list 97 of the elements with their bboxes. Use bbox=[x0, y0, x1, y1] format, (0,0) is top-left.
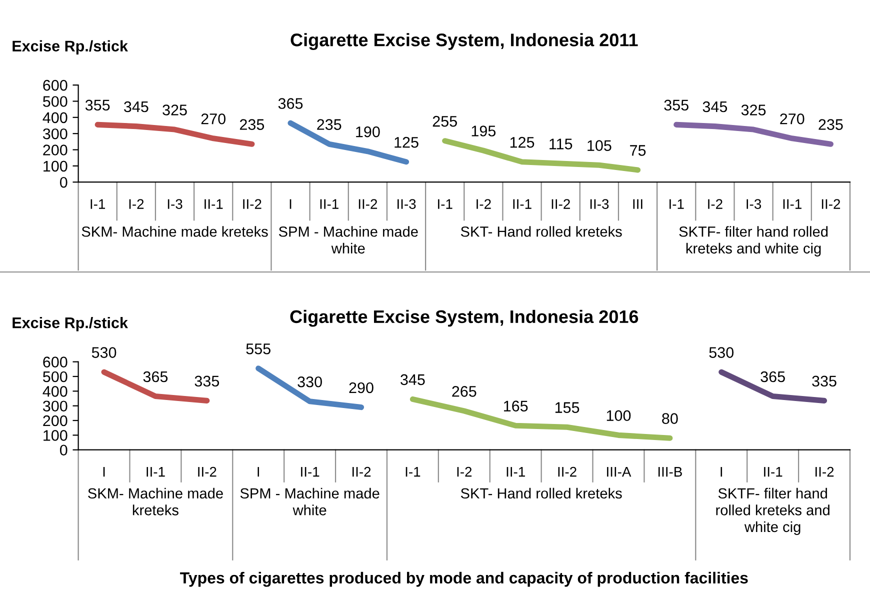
text: SKTF- filter hand rolled kreteks and white cig bbox=[716, 488, 830, 535]
x-tick-label: II-2 bbox=[358, 199, 378, 209]
x-tick-label: I bbox=[290, 199, 292, 209]
x-tick-label: II-1 bbox=[513, 199, 532, 209]
data-label: 270 bbox=[780, 113, 804, 124]
y-tick-label: 500 bbox=[43, 371, 68, 382]
y-tick-label: 100 bbox=[44, 430, 68, 441]
x-tick-label: II-1 bbox=[301, 467, 320, 477]
x-tick-label: I-3 bbox=[746, 199, 762, 209]
x-tick-label: II-1 bbox=[764, 467, 782, 477]
data-label: 365 bbox=[143, 371, 168, 382]
x-tick-label: II-3 bbox=[398, 199, 416, 209]
data-label: 235 bbox=[240, 119, 264, 130]
data-label: 75 bbox=[630, 145, 646, 156]
x-tick-label: II-2 bbox=[558, 466, 576, 477]
data-label: 115 bbox=[550, 138, 572, 150]
data-label: 555 bbox=[246, 344, 270, 354]
x-tick-label: II-2 bbox=[552, 199, 570, 209]
data-label: 155 bbox=[555, 402, 580, 413]
data-label: 190 bbox=[356, 126, 380, 138]
x-tick-label: I-1 bbox=[438, 199, 452, 209]
x-tick-label: I bbox=[720, 467, 722, 477]
x-tick-label: III-A bbox=[607, 467, 632, 477]
data-label: 235 bbox=[818, 119, 843, 130]
text: SPM - Machine made white bbox=[240, 488, 380, 516]
data-label: 355 bbox=[664, 100, 688, 111]
data-label: 530 bbox=[92, 347, 116, 358]
data-label: 345 bbox=[400, 374, 425, 386]
text: SKT- Hand rolled kreteks bbox=[460, 226, 622, 237]
chart-title: Cigarette Excise System, Indonesia 2011 bbox=[290, 33, 638, 50]
x-tick-label: I-2 bbox=[129, 199, 144, 209]
y-tick-label: 0 bbox=[60, 176, 68, 188]
x-tick-label: I-2 bbox=[457, 466, 472, 477]
y-tick-label: 300 bbox=[42, 400, 68, 412]
data-label: 335 bbox=[812, 376, 836, 387]
x-tick-label: I-1 bbox=[90, 199, 106, 209]
x-tick-label: I bbox=[103, 467, 105, 477]
x-tick-label: I bbox=[258, 467, 260, 477]
data-label: 255 bbox=[432, 116, 457, 127]
text: SPM - Machine made white bbox=[278, 226, 418, 254]
y-tick-label: 400 bbox=[42, 386, 68, 397]
data-label: 270 bbox=[201, 113, 226, 124]
y-tick-label: 300 bbox=[42, 128, 68, 140]
data-label: 100 bbox=[606, 410, 631, 422]
x-tick-label: I-1 bbox=[670, 199, 684, 209]
chart-title: Cigarette Excise System, Indonesia 2016 bbox=[290, 310, 638, 327]
x-tick-label: II-2 bbox=[816, 466, 834, 477]
data-label: 335 bbox=[194, 376, 220, 387]
data-label: 345 bbox=[702, 101, 728, 112]
text: SKM- Machine made kreteks bbox=[82, 226, 268, 237]
x-tick-label: III-B bbox=[658, 467, 682, 477]
data-label: 125 bbox=[394, 136, 418, 148]
x-tick-label: I-2 bbox=[476, 199, 491, 209]
y-tick-label: 600 bbox=[43, 80, 68, 91]
x-tick-label: II-1 bbox=[204, 199, 223, 209]
text: SKT- Hand rolled kreteks bbox=[460, 488, 622, 499]
y-tick-label: 100 bbox=[44, 160, 68, 172]
data-label: 165 bbox=[504, 400, 528, 412]
x-tick-label: II-2 bbox=[822, 199, 840, 209]
y-axis-title: Excise Rp./stick bbox=[12, 40, 128, 54]
data-label: 235 bbox=[317, 119, 342, 130]
y-tick-label: 200 bbox=[43, 415, 68, 426]
text: SKTF- filter hand rolled kreteks and white cig bbox=[679, 226, 828, 256]
text: SKM- Machine made kreteks bbox=[88, 488, 223, 516]
data-label: 265 bbox=[452, 386, 476, 397]
y-tick-label: 200 bbox=[43, 144, 68, 156]
x-tick-label: II-3 bbox=[590, 199, 609, 209]
x-tick-label: II-1 bbox=[506, 467, 525, 477]
x-axis-title: Types of cigarettes produced by mode and capacity of production facilities bbox=[180, 572, 748, 587]
data-label: 290 bbox=[349, 382, 374, 394]
y-axis-title: Excise Rp./stick bbox=[12, 317, 128, 332]
y-tick-label: 600 bbox=[43, 356, 68, 368]
x-tick-label: II-1 bbox=[783, 199, 802, 209]
x-tick-label: I-3 bbox=[168, 199, 182, 209]
data-label: 80 bbox=[662, 413, 678, 424]
data-label: 365 bbox=[278, 98, 303, 109]
data-label: 355 bbox=[85, 100, 110, 111]
y-tick-label: 500 bbox=[43, 96, 68, 107]
x-tick-label: II-2 bbox=[198, 466, 216, 477]
data-label: 530 bbox=[709, 347, 734, 358]
y-tick-label: 400 bbox=[42, 112, 68, 124]
x-tick-label: II-2 bbox=[243, 199, 262, 209]
x-tick-label: II-2 bbox=[352, 466, 371, 477]
x-tick-label: I-2 bbox=[708, 199, 722, 209]
x-tick-label: III bbox=[633, 199, 642, 209]
data-label: 345 bbox=[124, 101, 148, 112]
data-label: 125 bbox=[510, 136, 534, 148]
x-tick-label: II-1 bbox=[146, 467, 165, 477]
y-tick-label: 0 bbox=[60, 444, 68, 456]
x-tick-label: II-1 bbox=[320, 199, 338, 209]
data-label: 325 bbox=[162, 104, 187, 116]
data-label: 105 bbox=[588, 140, 612, 151]
data-label: 330 bbox=[298, 376, 322, 388]
data-label: 365 bbox=[760, 371, 785, 382]
x-tick-label: I-1 bbox=[406, 467, 420, 477]
data-label: 325 bbox=[741, 104, 766, 116]
data-label: 195 bbox=[472, 126, 496, 136]
